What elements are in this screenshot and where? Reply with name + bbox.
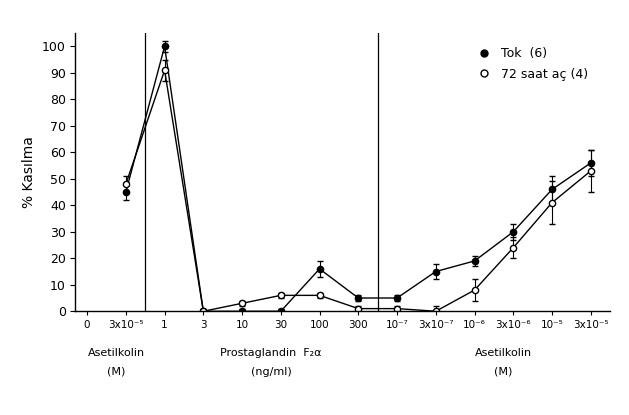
Text: (ng/ml): (ng/ml) <box>251 367 291 377</box>
Y-axis label: % Kasılma: % Kasılma <box>22 136 36 208</box>
Text: (M): (M) <box>107 367 125 377</box>
Text: Prostaglandin  F₂α: Prostaglandin F₂α <box>220 348 322 358</box>
Text: Asetilkolin: Asetilkolin <box>87 348 145 358</box>
Text: Asetilkolin: Asetilkolin <box>475 348 532 358</box>
Legend: Tok  (6), 72 saat aç (4): Tok (6), 72 saat aç (4) <box>466 42 593 86</box>
Text: (M): (M) <box>494 367 513 377</box>
